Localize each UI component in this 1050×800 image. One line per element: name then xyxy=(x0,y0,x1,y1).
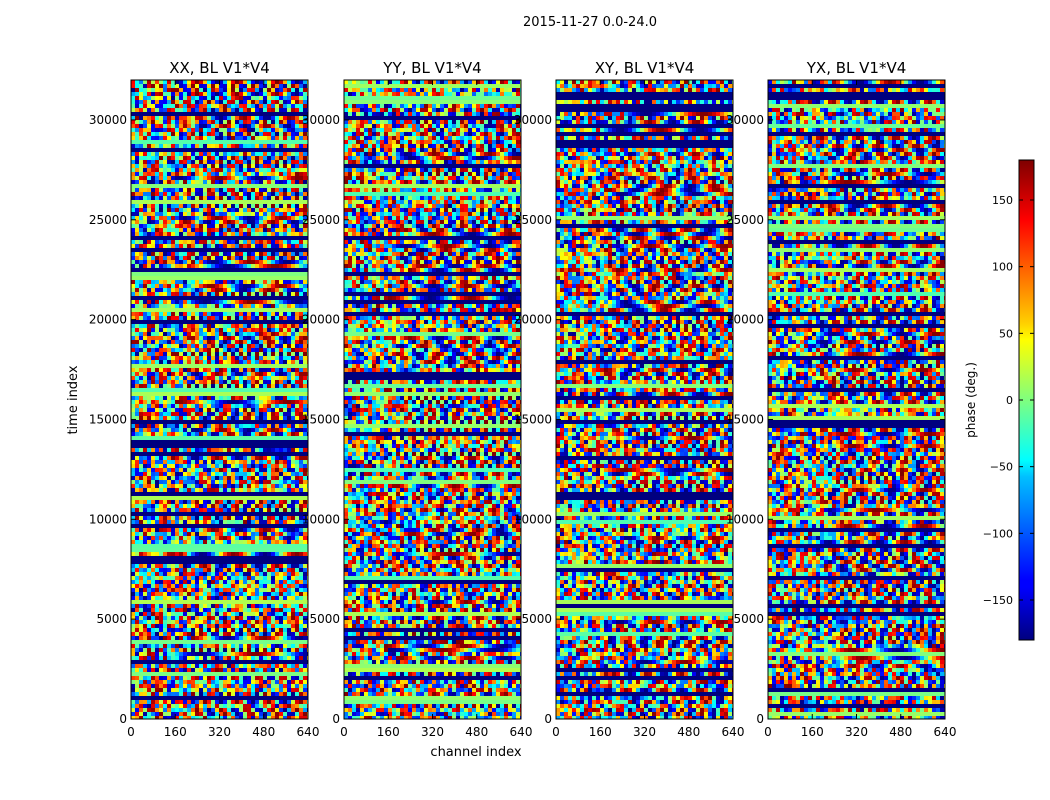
y-tick-label: 25000 xyxy=(89,213,127,227)
panel-title: YY, BL V1*V4 xyxy=(382,59,481,77)
phase-heatmap xyxy=(768,80,945,719)
y-tick-label: 15000 xyxy=(514,412,552,426)
y-tick-label: 5000 xyxy=(521,612,552,626)
y-tick-label: 0 xyxy=(119,712,127,726)
phase-heatmap xyxy=(556,80,733,719)
panel-4: YX, BL V1*V4 0 160 320 480 640 0 5000 10000 15000… xyxy=(726,59,957,739)
x-tick-label: 160 xyxy=(589,725,612,739)
x-tick-label: 0 xyxy=(127,725,135,739)
colorbar-tick-label: −150 xyxy=(983,594,1013,607)
y-tick-label: 0 xyxy=(332,712,340,726)
x-tick-label: 640 xyxy=(297,725,320,739)
panel-title: XX, BL V1*V4 xyxy=(169,59,270,77)
x-tick-label: 160 xyxy=(164,725,187,739)
x-tick-label: 640 xyxy=(722,725,745,739)
phase-heatmap xyxy=(344,80,521,719)
x-tick-label: 480 xyxy=(889,725,912,739)
y-tick-label: 25000 xyxy=(514,213,552,227)
panel-title: YX, BL V1*V4 xyxy=(806,59,907,77)
colorbar-tick-label: 50 xyxy=(999,327,1013,340)
y-tick-label: 20000 xyxy=(302,313,340,327)
y-tick-label: 25000 xyxy=(302,213,340,227)
figure-suptitle: 2015-11-27 0.0-24.0 xyxy=(523,15,657,30)
y-tick-label: 15000 xyxy=(302,412,340,426)
colorbar: −150 −100 −50 0 50 100 150 phase (deg.) xyxy=(964,159,1035,641)
y-tick-label: 25000 xyxy=(726,213,764,227)
y-tick-label: 15000 xyxy=(89,412,127,426)
x-tick-label: 0 xyxy=(340,725,348,739)
y-tick-label: 10000 xyxy=(514,512,552,526)
x-tick-label: 320 xyxy=(208,725,231,739)
x-tick-label: 160 xyxy=(801,725,824,739)
colorbar-tick-label: 0 xyxy=(1006,394,1013,407)
panel-2: YY, BL V1*V4 0 160 320 480 640 0 5000 10000 15000… xyxy=(302,59,533,739)
y-tick-label: 30000 xyxy=(514,113,552,127)
y-tick-label: 5000 xyxy=(309,612,340,626)
x-axis-label: channel index xyxy=(430,745,521,760)
x-tick-label: 480 xyxy=(252,725,275,739)
x-tick-label: 320 xyxy=(845,725,868,739)
x-tick-label: 480 xyxy=(465,725,488,739)
x-tick-label: 480 xyxy=(677,725,700,739)
y-tick-label: 30000 xyxy=(726,113,764,127)
x-tick-label: 320 xyxy=(421,725,444,739)
y-tick-label: 20000 xyxy=(726,313,764,327)
x-tick-label: 640 xyxy=(510,725,533,739)
x-tick-label: 640 xyxy=(934,725,957,739)
y-axis-label: time index xyxy=(66,365,81,434)
y-tick-label: 10000 xyxy=(89,512,127,526)
panel-3: XY, BL V1*V4 0 160 320 480 640 0 5000 10000 15000… xyxy=(514,59,745,739)
panel-title: XY, BL V1*V4 xyxy=(595,59,695,77)
colorbar-tick-label: 100 xyxy=(992,261,1013,274)
y-tick-label: 0 xyxy=(544,712,552,726)
y-tick-label: 30000 xyxy=(89,113,127,127)
colorbar-tick-label: −50 xyxy=(990,461,1013,474)
x-tick-label: 160 xyxy=(377,725,400,739)
y-tick-label: 10000 xyxy=(302,512,340,526)
y-tick-label: 20000 xyxy=(89,313,127,327)
x-tick-label: 320 xyxy=(633,725,656,739)
y-tick-label: 15000 xyxy=(726,412,764,426)
phase-heatmap xyxy=(131,80,308,719)
y-tick-label: 5000 xyxy=(96,612,127,626)
colorbar-tick-label: 150 xyxy=(992,194,1013,207)
colorbar-label: phase (deg.) xyxy=(964,362,978,438)
x-tick-label: 0 xyxy=(552,725,560,739)
panels: XX, BL V1*V4 0 160 320 480 640 0 5000 10000 15000… xyxy=(89,59,957,739)
y-tick-label: 10000 xyxy=(726,512,764,526)
y-tick-label: 0 xyxy=(756,712,764,726)
y-tick-label: 30000 xyxy=(302,113,340,127)
colorbar-tick-label: −100 xyxy=(983,527,1013,540)
panel-1: XX, BL V1*V4 0 160 320 480 640 0 5000 10000 15000… xyxy=(89,59,320,739)
x-tick-label: 0 xyxy=(764,725,772,739)
y-tick-label: 20000 xyxy=(514,313,552,327)
y-tick-label: 5000 xyxy=(733,612,764,626)
